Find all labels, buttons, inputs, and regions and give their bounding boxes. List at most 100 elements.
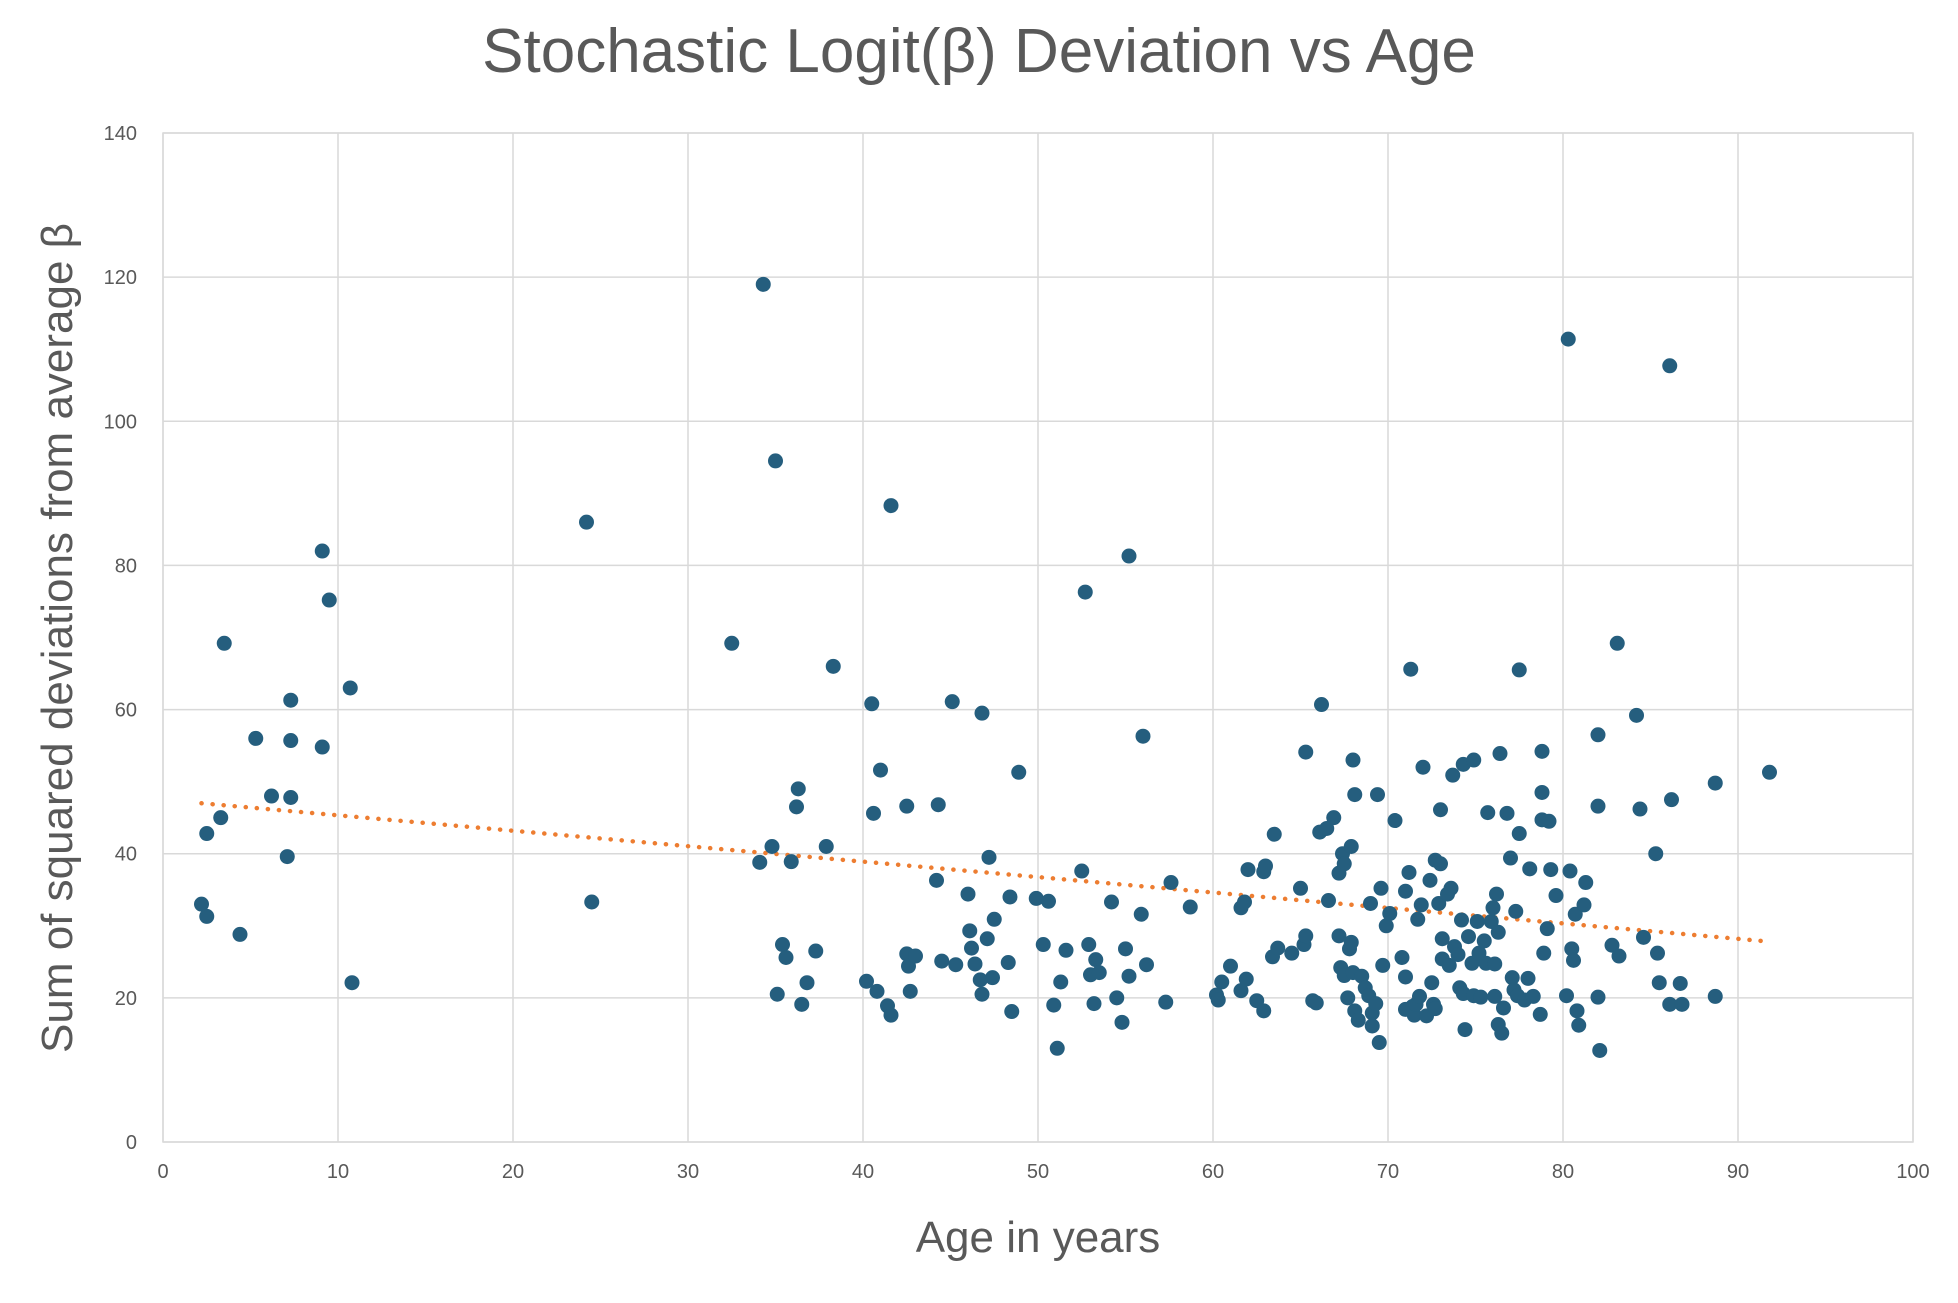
data-point bbox=[908, 948, 923, 964]
data-point bbox=[1567, 906, 1583, 922]
data-point bbox=[1002, 889, 1018, 905]
data-point bbox=[1525, 988, 1541, 1004]
data-point bbox=[584, 894, 600, 910]
data-points bbox=[194, 276, 1777, 1058]
data-point bbox=[1284, 945, 1300, 961]
data-point bbox=[1354, 968, 1370, 984]
data-point bbox=[1611, 948, 1627, 964]
data-point bbox=[283, 692, 299, 708]
data-point bbox=[1049, 1040, 1065, 1056]
data-point bbox=[1548, 888, 1564, 904]
x-tick-label: 30 bbox=[677, 1161, 699, 1183]
data-point bbox=[724, 635, 740, 651]
data-point bbox=[1487, 988, 1503, 1004]
data-point bbox=[768, 453, 783, 469]
data-point bbox=[1081, 937, 1097, 953]
data-point bbox=[1457, 1022, 1473, 1038]
data-point bbox=[1487, 956, 1503, 972]
data-point bbox=[883, 498, 899, 514]
x-tick-label: 0 bbox=[157, 1161, 168, 1183]
data-point bbox=[1496, 1000, 1511, 1016]
data-point bbox=[1450, 947, 1466, 963]
data-point bbox=[1343, 839, 1359, 855]
data-point bbox=[944, 694, 960, 710]
data-point bbox=[1441, 957, 1457, 973]
data-point bbox=[755, 276, 771, 292]
y-tick-label: 120 bbox=[104, 267, 137, 289]
x-tick-label: 60 bbox=[1202, 1161, 1224, 1183]
data-point bbox=[1163, 875, 1179, 891]
x-tick-label: 70 bbox=[1377, 1161, 1399, 1183]
data-point bbox=[321, 592, 337, 608]
data-point bbox=[1370, 787, 1385, 803]
y-tick-label: 100 bbox=[104, 411, 137, 433]
data-point bbox=[818, 839, 834, 855]
data-point bbox=[1672, 975, 1688, 991]
data-point bbox=[1139, 957, 1154, 973]
data-point bbox=[964, 940, 979, 956]
data-point bbox=[1343, 934, 1359, 950]
data-point bbox=[1499, 805, 1515, 821]
data-point bbox=[1373, 880, 1389, 896]
data-point bbox=[1298, 928, 1314, 944]
data-point bbox=[1415, 759, 1431, 775]
data-point bbox=[985, 970, 1000, 986]
data-point bbox=[1504, 970, 1520, 986]
data-point bbox=[1398, 883, 1413, 899]
data-point bbox=[1674, 996, 1690, 1012]
data-point bbox=[1214, 974, 1230, 990]
data-point bbox=[1559, 988, 1574, 1004]
data-point bbox=[1104, 894, 1119, 910]
data-point bbox=[199, 826, 215, 842]
y-axis-label: Sum of squared deviations from average β bbox=[33, 223, 82, 1053]
data-point bbox=[902, 983, 918, 999]
data-point bbox=[1562, 863, 1578, 879]
data-point bbox=[216, 635, 232, 651]
data-point bbox=[1560, 331, 1576, 347]
data-point bbox=[1350, 1012, 1366, 1028]
y-tick-label: 60 bbox=[115, 700, 137, 722]
data-point bbox=[1532, 1006, 1548, 1022]
data-point bbox=[1569, 1003, 1585, 1019]
gridlines bbox=[162, 132, 1914, 1143]
data-point bbox=[1629, 707, 1644, 723]
data-point bbox=[314, 543, 330, 559]
data-point bbox=[1443, 880, 1459, 896]
data-point bbox=[1476, 933, 1492, 949]
data-point bbox=[1363, 895, 1378, 911]
data-point bbox=[1223, 958, 1238, 974]
data-point bbox=[314, 739, 330, 755]
data-point bbox=[1387, 813, 1403, 829]
y-tick-label: 40 bbox=[115, 844, 137, 866]
data-point bbox=[579, 514, 594, 530]
data-point bbox=[873, 762, 888, 778]
data-point bbox=[1480, 805, 1496, 821]
data-point bbox=[1664, 792, 1679, 808]
data-point bbox=[1578, 875, 1594, 891]
data-point bbox=[1632, 801, 1648, 817]
data-point bbox=[1000, 955, 1016, 971]
data-point bbox=[1466, 752, 1482, 768]
data-point bbox=[864, 696, 880, 712]
x-tick-label: 50 bbox=[1027, 1161, 1049, 1183]
x-tick-label: 80 bbox=[1552, 1161, 1574, 1183]
data-point bbox=[1590, 989, 1606, 1005]
data-point bbox=[1308, 995, 1324, 1011]
data-point bbox=[962, 923, 978, 939]
data-point bbox=[1541, 813, 1557, 829]
data-point bbox=[1662, 358, 1678, 374]
data-point bbox=[279, 849, 295, 865]
data-point bbox=[1461, 929, 1476, 945]
data-point bbox=[783, 854, 799, 870]
data-point bbox=[869, 983, 885, 999]
data-point bbox=[794, 996, 810, 1012]
data-point bbox=[1564, 941, 1580, 957]
data-point bbox=[1004, 1004, 1020, 1020]
data-point bbox=[1503, 850, 1518, 866]
data-point bbox=[1293, 880, 1308, 896]
data-point bbox=[1403, 661, 1419, 677]
x-tick-label: 10 bbox=[327, 1161, 349, 1183]
data-point bbox=[1431, 895, 1447, 911]
data-point bbox=[1539, 921, 1555, 937]
